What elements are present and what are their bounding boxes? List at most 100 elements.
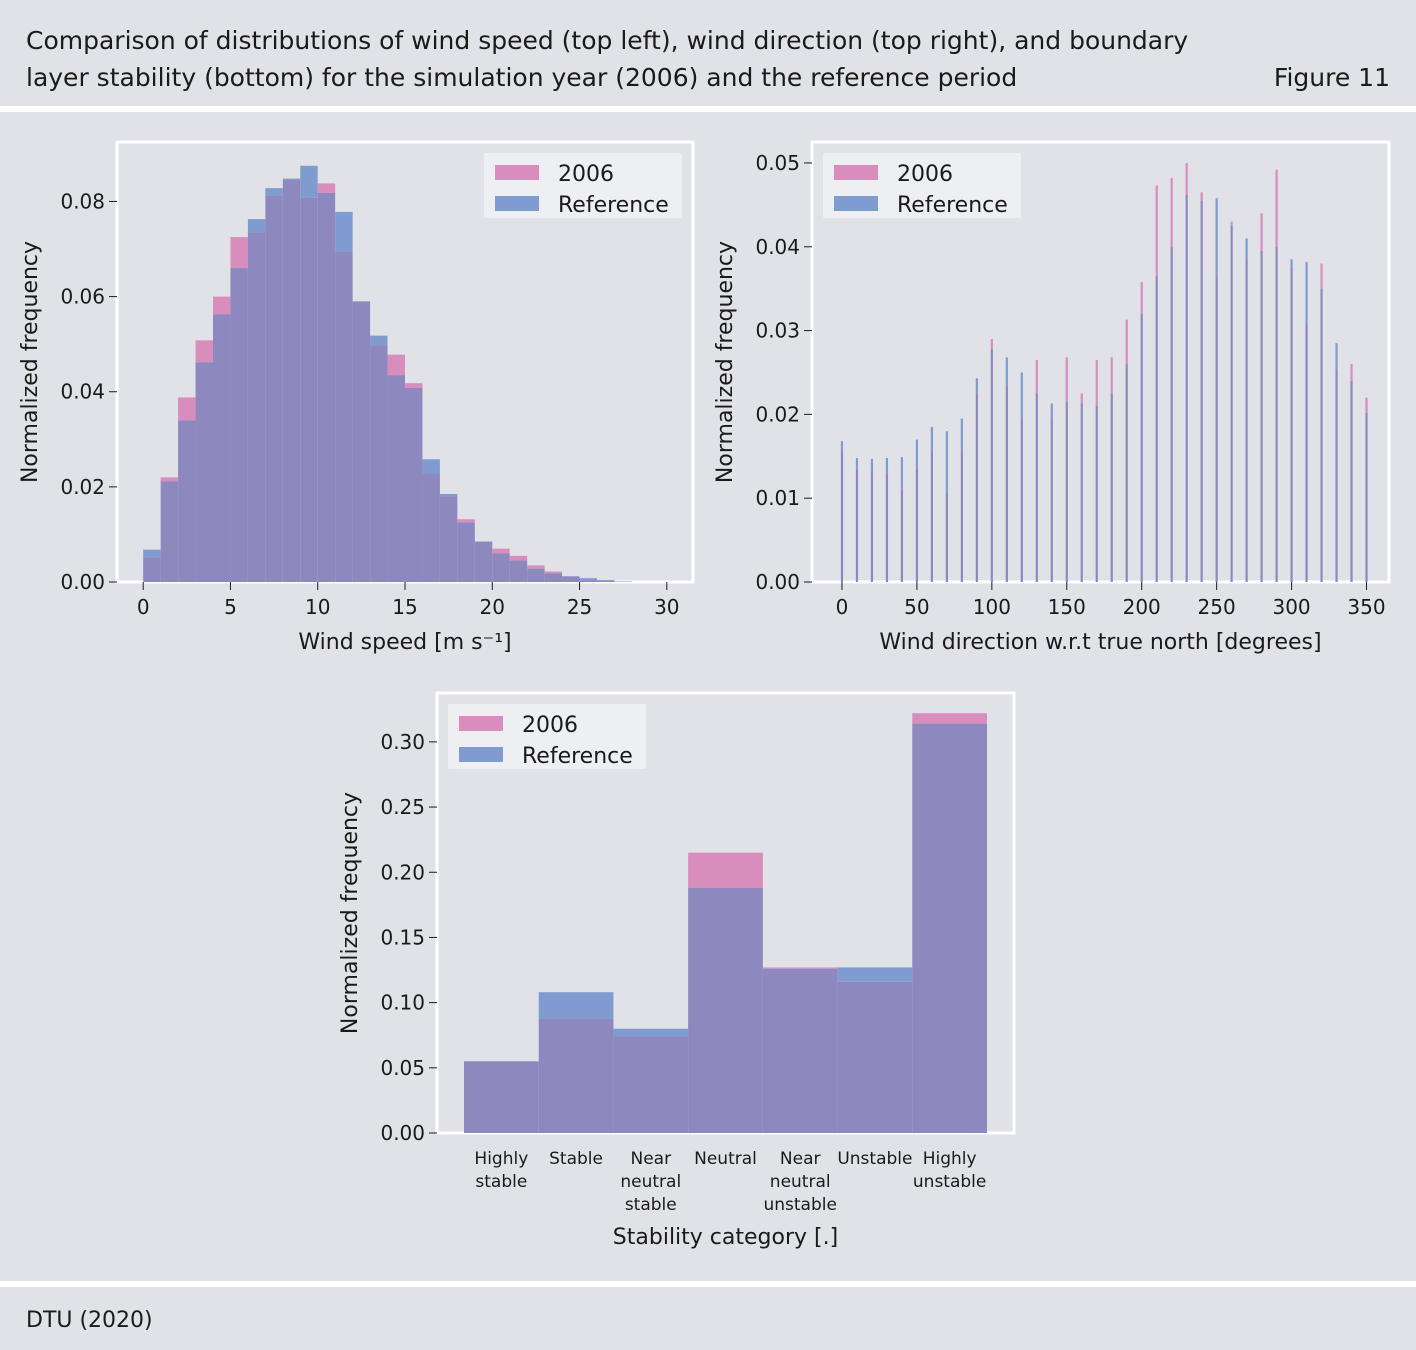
wind-direction-chart-bar-excess — [885, 457, 889, 474]
header-divider — [0, 106, 1416, 112]
wind-speed-chart-bar-excess — [579, 578, 597, 581]
wind-speed-chart-bar-excess — [527, 565, 545, 569]
wind-speed-chart-bar-overlap — [597, 581, 615, 582]
wind-speed-chart-bar — [352, 301, 371, 582]
stability-chart-bar-excess — [613, 1028, 689, 1037]
wind-speed-chart-xtick-label: 20 — [480, 595, 505, 619]
wind-speed-chart-bar-overlap — [562, 576, 580, 582]
wind-direction-chart-bar-excess — [1200, 192, 1203, 201]
wind-speed-chart-bar — [370, 335, 388, 582]
wind-speed-chart-bar-excess — [195, 340, 213, 363]
wind-direction-chart-legend-swatch-1 — [834, 196, 878, 211]
wind-direction-chart-bar-excess — [1365, 397, 1368, 413]
wind-direction-chart-bar-excess — [840, 441, 844, 453]
wind-speed-chart-legend-swatch-0 — [495, 165, 539, 180]
stability-chart-category-label: unstable — [763, 1195, 836, 1215]
wind-speed-chart-bar — [282, 178, 301, 582]
wind-speed-chart-bar-excess — [160, 477, 179, 482]
stability-chart-bar — [613, 1028, 689, 1133]
stability-chart-category-label: Near — [780, 1149, 821, 1169]
wind-direction-chart-bar-excess — [1170, 178, 1173, 247]
wind-direction-chart-bar — [855, 457, 859, 582]
wind-direction-chart-bar — [1200, 192, 1203, 582]
wind-direction-chart-bar-excess — [915, 439, 919, 469]
wind-direction-chart-ytick-label: 0.04 — [755, 235, 800, 259]
wind-speed-chart-xtick-label: 30 — [654, 595, 679, 619]
wind-direction-chart-xtick-label: 200 — [1123, 595, 1161, 619]
wind-direction-chart-bar-overlap — [975, 393, 978, 582]
stability-chart-bar — [464, 1061, 539, 1133]
wind-direction-chart-xtick-label: 350 — [1347, 595, 1385, 619]
wind-direction-chart-bar — [1080, 393, 1083, 582]
wind-direction-chart-bar-overlap — [990, 349, 993, 582]
stability-chart-bar — [762, 967, 838, 1133]
wind-direction-chart-legend-label-0: 2006 — [897, 162, 953, 187]
wind-speed-chart-bar — [387, 354, 405, 582]
wind-direction-chart-bar-overlap — [840, 452, 844, 582]
wind-speed-chart-bar — [317, 183, 336, 582]
wind-speed-chart-bar-excess — [387, 354, 405, 376]
wind-direction-chart-bar-excess — [855, 457, 859, 469]
stability-chart-bar — [538, 992, 614, 1133]
wind-speed-chart-bar — [439, 494, 458, 582]
wind-direction-chart-bar-excess — [945, 431, 948, 494]
wind-direction-chart-bar — [1260, 213, 1263, 582]
stability-chart-bar-excess — [688, 852, 763, 888]
wind-direction-chart-bar — [1245, 238, 1248, 582]
wind-speed-chart-bar — [143, 549, 161, 582]
wind-direction-chart-bar — [885, 457, 889, 582]
wind-speed-chart-bar-excess — [439, 494, 458, 497]
stability-chart-category-label: neutral — [620, 1172, 681, 1192]
wind-direction-chart-xtick-label: 0 — [836, 595, 849, 619]
wind-direction-chart-bar-overlap — [1275, 246, 1278, 582]
wind-speed-chart-bar — [509, 555, 528, 582]
wind-direction-chart-bar-excess — [1005, 357, 1008, 386]
wind-direction-chart-ytick-label: 0.03 — [755, 319, 800, 343]
wind-speed-chart-bar-excess — [492, 548, 510, 554]
wind-direction-chart-bar-excess — [1020, 372, 1023, 419]
wind-direction-chart-bar-excess — [1350, 364, 1353, 381]
stability-chart-legend-swatch-1 — [459, 747, 503, 762]
wind-direction-chart-bar-excess — [1065, 357, 1068, 402]
wind-speed-chart-ylabel: Normalized frequency — [18, 241, 43, 483]
wind-speed-chart-bar — [562, 576, 580, 582]
wind-speed-chart-bar-excess — [247, 219, 266, 233]
wind-speed-chart-ytick-label: 0.00 — [60, 570, 105, 594]
wind-speed-chart-bar-overlap — [544, 573, 563, 582]
wind-speed-chart-bar — [230, 237, 248, 582]
stability-chart-legend-swatch-0 — [459, 716, 503, 731]
wind-speed-chart-bar-overlap — [195, 362, 213, 582]
wind-speed-chart-bar — [579, 578, 597, 582]
wind-speed-chart-bar-overlap — [317, 192, 336, 582]
stability-chart-bar-excess — [538, 992, 614, 1019]
wind-speed-chart-bar-overlap — [457, 522, 475, 582]
stability-chart-category-label: Unstable — [837, 1149, 912, 1169]
stability-chart-bar-overlap — [762, 968, 838, 1133]
figure-header: Comparison of distributions of wind spee… — [0, 0, 1416, 106]
stability-chart-category-label: Highly — [923, 1149, 977, 1169]
wind-speed-chart-bar — [335, 211, 353, 583]
wind-speed-chart-legend-label-1: Reference — [558, 193, 669, 218]
wind-direction-chart-bar — [1110, 357, 1113, 582]
wind-direction-chart-bar-overlap — [930, 452, 933, 582]
wind-direction-chart-bar — [1155, 185, 1158, 582]
wind-direction-chart-bar-overlap — [1110, 393, 1113, 582]
wind-speed-chart-bar-overlap — [282, 180, 301, 582]
wind-speed-chart-bar-excess — [265, 188, 283, 196]
wind-direction-chart-bar-overlap — [1125, 364, 1128, 582]
figure-number: Figure 11 — [1273, 63, 1390, 92]
stability-chart-category-label: Near — [630, 1149, 671, 1169]
wind-speed-chart-bar — [492, 548, 510, 582]
wind-speed-chart-bar — [544, 571, 563, 582]
wind-direction-chart-bar-overlap — [1080, 403, 1083, 582]
wind-speed-chart-ytick-label: 0.04 — [60, 380, 105, 404]
wind-speed-chart-bar — [405, 383, 423, 582]
wind-direction-chart-plot-frame — [810, 140, 1391, 584]
wind-speed-chart-ytick-label: 0.02 — [60, 475, 105, 499]
wind-speed-chart-bar-overlap — [509, 560, 528, 582]
stability-chart-bar — [688, 852, 763, 1133]
wind-direction-chart-bar-excess — [1320, 263, 1323, 289]
stability-chart-category-label: unstable — [913, 1172, 986, 1192]
stability-chart-ytick-label: 0.00 — [380, 1121, 425, 1145]
wind-direction-chart-bar-excess — [930, 426, 933, 453]
